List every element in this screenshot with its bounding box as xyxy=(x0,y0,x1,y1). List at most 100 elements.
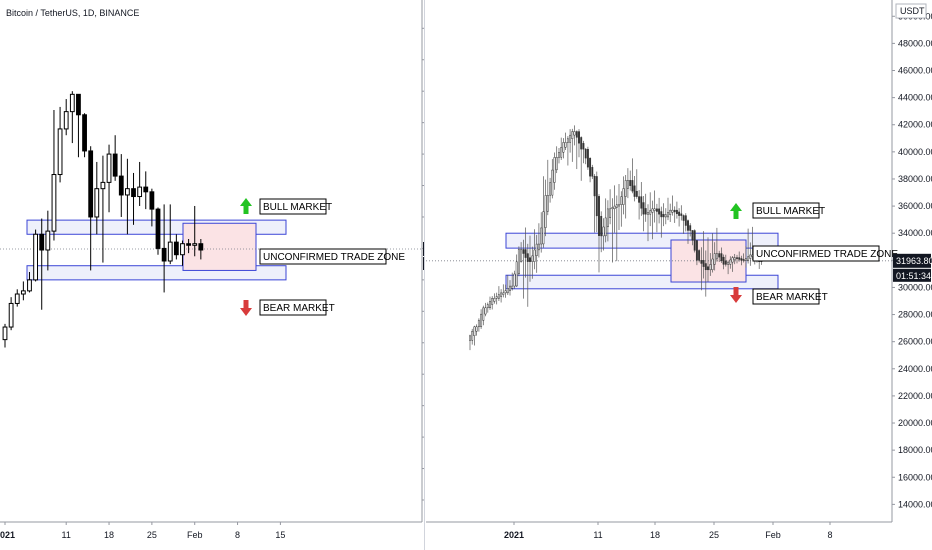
x-tick-label: 11 xyxy=(62,530,71,540)
candle-body xyxy=(180,243,185,256)
candle-body xyxy=(720,253,723,261)
candle-body xyxy=(604,217,607,237)
trade-zone-label-box xyxy=(752,245,880,262)
candle-body xyxy=(707,266,709,271)
candle-body xyxy=(578,131,580,144)
bear-arrow-icon xyxy=(240,300,252,316)
candle-body xyxy=(640,196,643,209)
candle-body xyxy=(149,191,155,210)
candle-body xyxy=(618,204,620,207)
candlestick-chart-right[interactable]: 14000.00 16000.00 18000.00 20000.00 22000.00… xyxy=(426,0,932,550)
trade-zone-box xyxy=(182,222,257,271)
x-tick-label: 8 xyxy=(827,530,832,540)
candle-body xyxy=(698,250,701,261)
candle-body xyxy=(131,188,136,198)
x-tick-label: 25 xyxy=(709,530,719,540)
candle-body xyxy=(595,176,598,217)
candle-body xyxy=(517,249,520,275)
bear-market-label: BEAR MARKET xyxy=(756,292,828,303)
candle-body xyxy=(549,182,552,196)
candle-body xyxy=(638,196,641,203)
bear-market-label-box xyxy=(259,299,327,316)
candle-body xyxy=(711,258,714,271)
candle-body xyxy=(687,220,689,231)
candle-body xyxy=(45,230,51,251)
x-tick-label: 25 xyxy=(147,530,157,540)
candle-body xyxy=(537,243,540,251)
countdown-marker xyxy=(893,268,931,282)
candle-body xyxy=(591,167,594,177)
candle-body xyxy=(749,254,752,259)
candle-body xyxy=(691,230,694,241)
candle-body xyxy=(82,114,87,152)
countdown-label: 01:51:34 xyxy=(896,271,931,281)
candle-body xyxy=(689,225,692,231)
y-tick-label: 26000.00 xyxy=(898,337,932,347)
unit-label: USDT xyxy=(900,6,925,16)
chart-panel-right[interactable]: 14000.00 16000.00 18000.00 20000.00 22000.00… xyxy=(426,0,932,550)
candle-body xyxy=(569,134,572,143)
y-tick-label: 30000.00 xyxy=(898,282,932,292)
y-tick-label: 22000.00 xyxy=(898,391,932,401)
candle-body xyxy=(571,131,574,139)
candle-body xyxy=(2,326,8,341)
candle-body xyxy=(673,209,676,213)
candle-body xyxy=(522,249,525,254)
candle-body xyxy=(531,255,534,262)
bull-arrow-icon xyxy=(730,203,742,219)
candle-body xyxy=(493,298,496,302)
candle-body xyxy=(198,243,204,251)
candle-body xyxy=(560,147,563,158)
candle-body xyxy=(94,188,100,218)
bull-market-label: BULL MARKET xyxy=(263,202,332,213)
trade-zone-label: UNCONFIRMED TRADE ZONE xyxy=(756,249,898,260)
candle-body xyxy=(649,210,652,215)
candle-body xyxy=(709,264,712,271)
candle-body xyxy=(573,131,576,136)
candle-body xyxy=(713,253,716,265)
candle-body xyxy=(511,285,514,289)
y-tick-label: 16000.00 xyxy=(898,472,932,482)
candle-body xyxy=(8,302,14,328)
candle-body xyxy=(700,260,703,264)
x-tick-label: 15 xyxy=(275,530,285,540)
candle-body xyxy=(727,261,730,265)
x-tick-label: 11 xyxy=(593,530,602,540)
candle-body xyxy=(553,157,556,183)
y-tick-label: 44000.00 xyxy=(898,93,932,103)
trade-zone-label: UNCONFIRMED TRADE ZONE xyxy=(263,252,405,263)
candle-body xyxy=(502,292,505,295)
bear-market-label-box xyxy=(752,288,820,305)
candle-body xyxy=(513,273,516,287)
candle-body xyxy=(555,157,558,171)
candle-body xyxy=(733,257,736,261)
candle-body xyxy=(655,208,658,212)
candlestick-chart-left[interactable]: 16000.0018000.0020000.0022000.0024000.00… xyxy=(0,0,424,550)
candle-body xyxy=(644,208,647,215)
candle-body xyxy=(702,260,705,267)
candle-body xyxy=(582,143,585,150)
candle-body xyxy=(718,253,721,258)
candle-body xyxy=(736,257,738,259)
candle-body xyxy=(39,233,45,251)
candle-body xyxy=(729,259,732,265)
candle-body xyxy=(738,257,741,260)
candle-body xyxy=(622,188,625,205)
x-tick-label: Feb xyxy=(187,530,203,540)
candle-body xyxy=(118,175,124,196)
candle-body xyxy=(620,196,623,205)
candle-body xyxy=(500,292,503,297)
candle-body xyxy=(540,227,543,245)
candle-body xyxy=(671,209,674,213)
candle-body xyxy=(642,202,645,215)
candle-body xyxy=(125,188,130,196)
candle-body xyxy=(664,214,667,218)
candle-body xyxy=(684,215,687,226)
candle-body xyxy=(613,205,616,210)
candle-body xyxy=(76,93,81,116)
price-marker-label: 31963.80 xyxy=(896,256,932,266)
candle-body xyxy=(675,209,678,215)
y-tick-label: 28000.00 xyxy=(898,310,932,320)
candle-body xyxy=(724,260,727,265)
chart-panel-left[interactable]: Bitcoin / TetherUS, 1D, BINANCE 16000.00… xyxy=(0,0,425,550)
